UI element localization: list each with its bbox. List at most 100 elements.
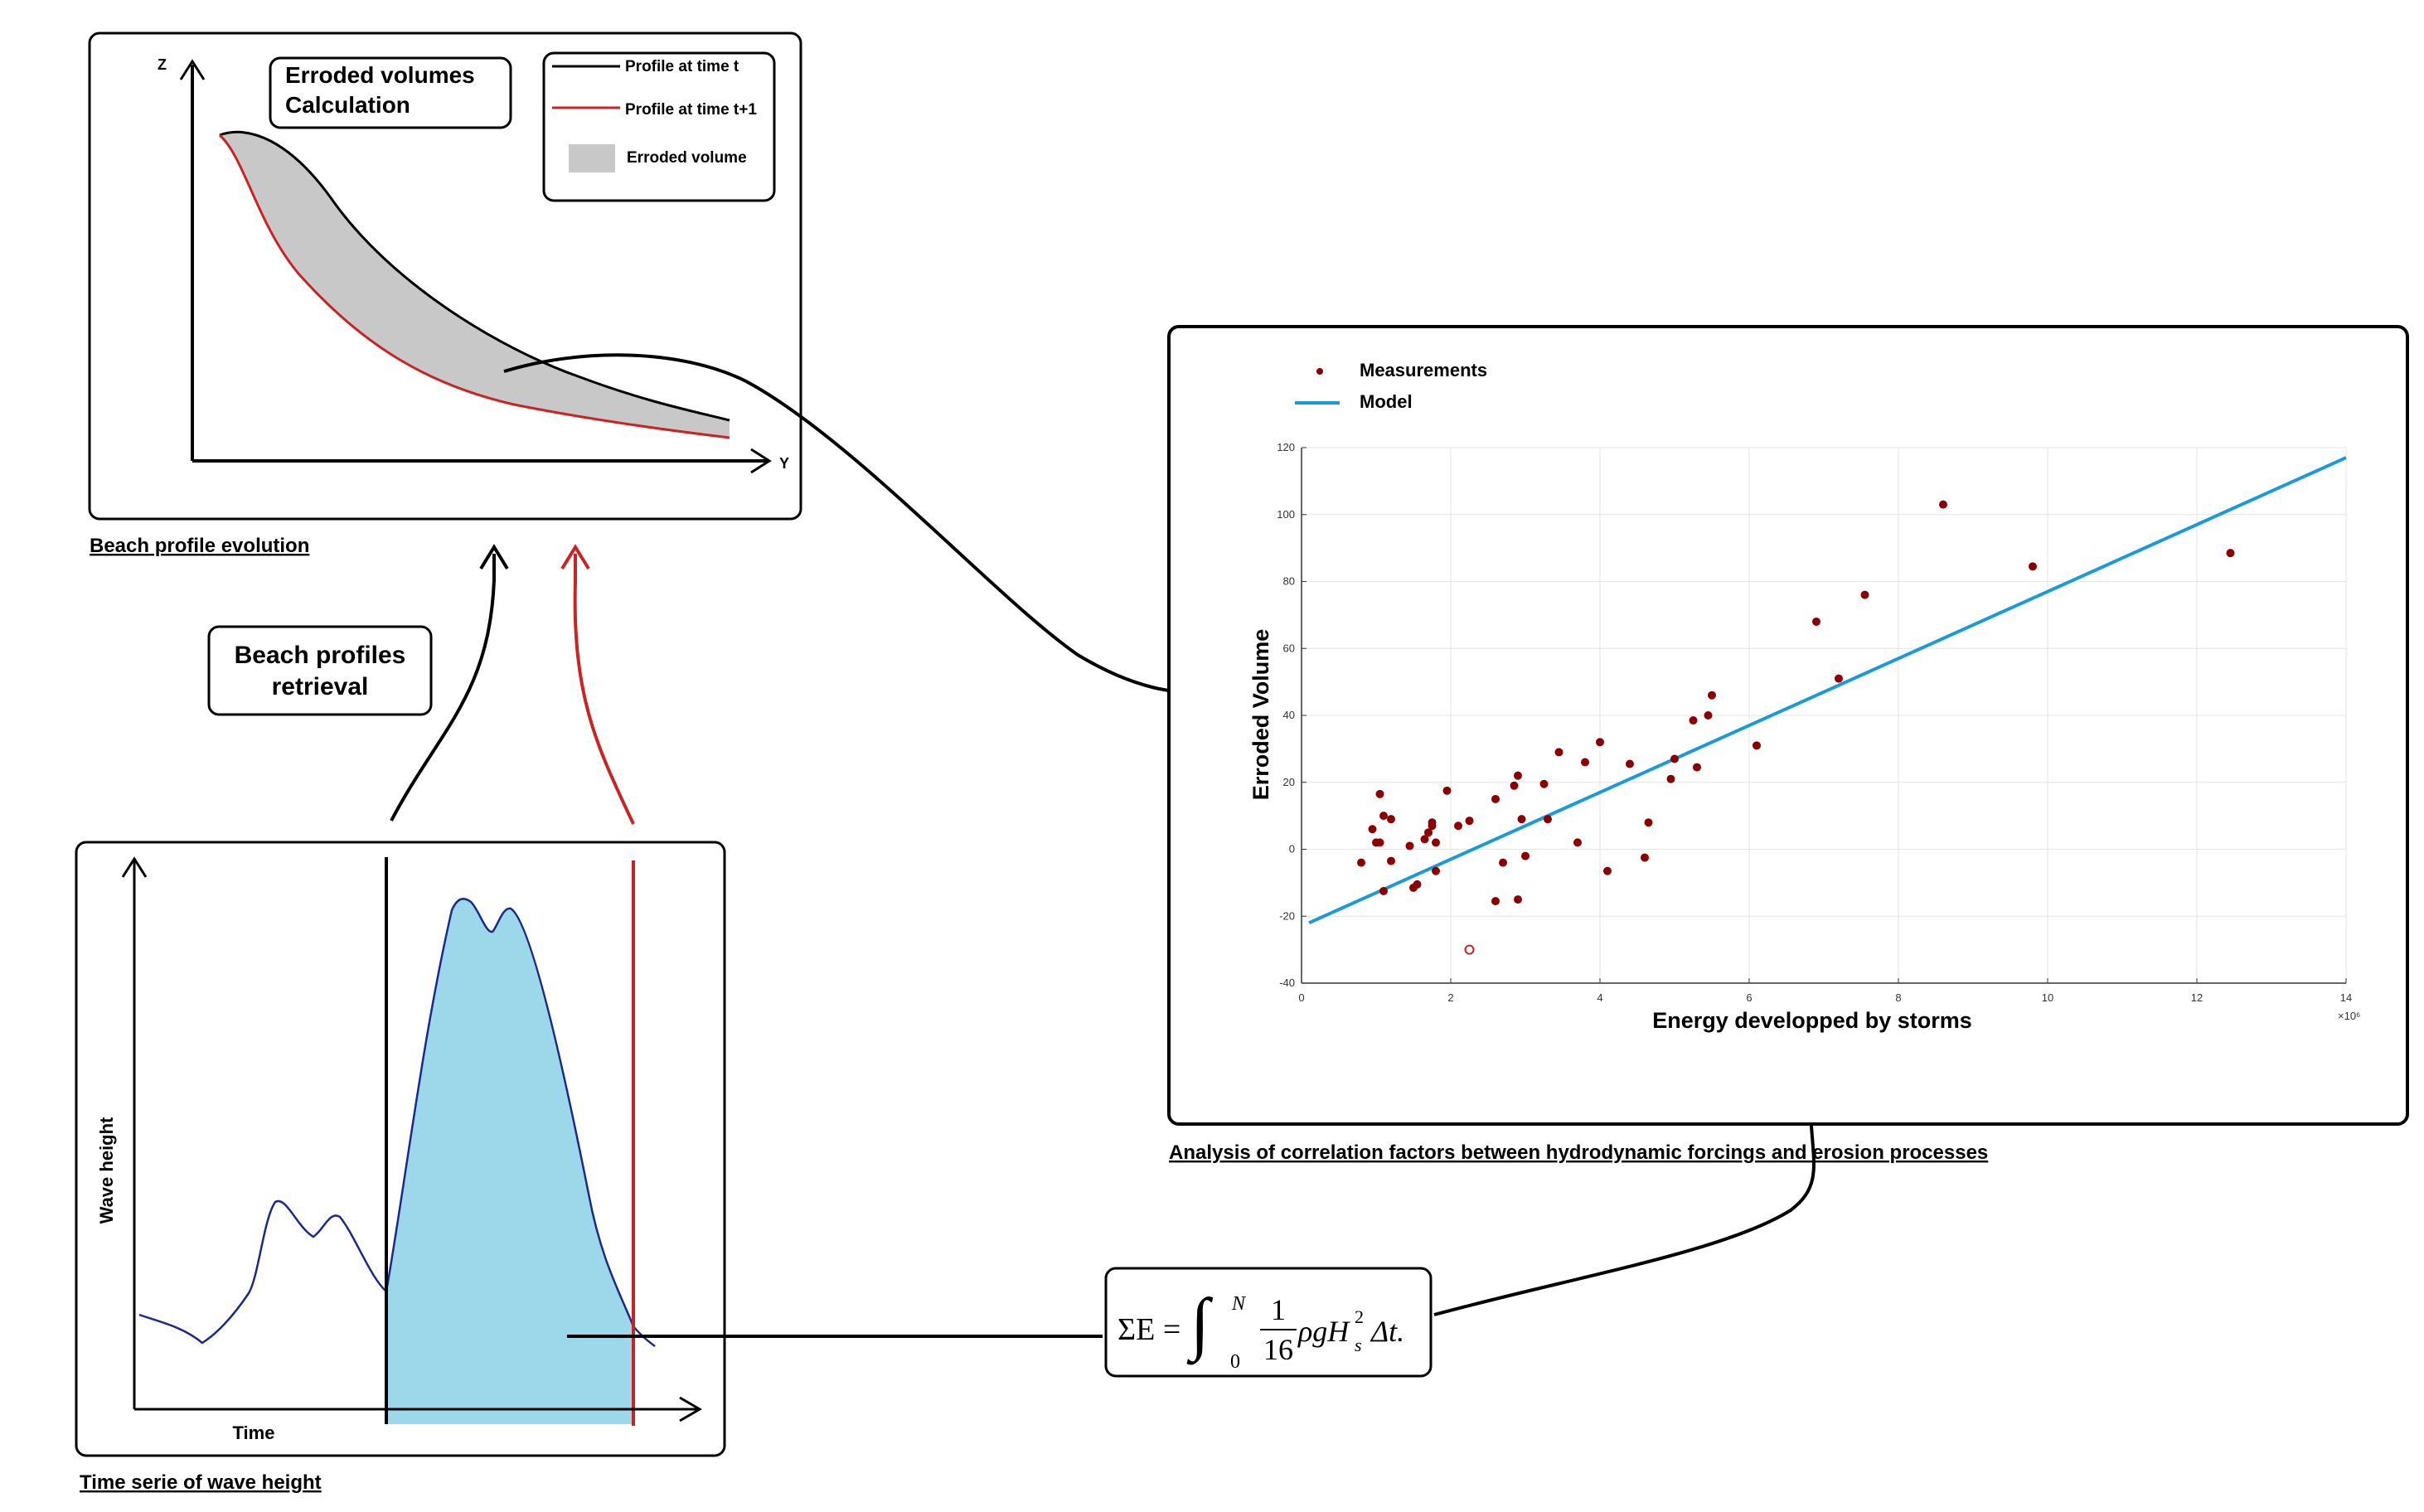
wave-panel-caption: Time serie of wave height xyxy=(80,1471,322,1494)
measurement-point xyxy=(1641,853,1649,862)
formula-to-analysis-arrow xyxy=(1433,1064,1816,1316)
y-tick-label: 120 xyxy=(1277,441,1295,453)
integral-sign-icon: ∫ xyxy=(1186,1285,1214,1365)
x-tick-label: 4 xyxy=(1597,991,1602,1004)
wave-xlabel: Time xyxy=(233,1422,275,1443)
measurement-point xyxy=(1499,858,1507,867)
x-tick-label: 10 xyxy=(2042,991,2053,1004)
y-tick-label: 100 xyxy=(1277,508,1295,521)
wave-height-series xyxy=(138,898,656,1347)
y-tick-label: 40 xyxy=(1283,709,1295,721)
measurement-point xyxy=(1544,815,1552,824)
measurement-point xyxy=(1514,895,1522,904)
measurement-point xyxy=(1753,741,1761,750)
formula-lower-limit: 0 xyxy=(1230,1351,1240,1373)
x-tick-labels: 0 2 4 6 8 10 12 14 xyxy=(1298,991,2352,1004)
wave-y-arrowhead-icon xyxy=(121,856,148,878)
measurement-point xyxy=(1603,866,1612,875)
eroded-title-line2: Calculation xyxy=(285,92,410,118)
z-axis-label: Z xyxy=(158,56,167,73)
retrieval-line1: Beach profiles xyxy=(235,642,406,669)
retrieval-box xyxy=(207,625,433,716)
measurement-point xyxy=(1510,781,1519,790)
y-axis-label: Y xyxy=(779,455,789,472)
outlier-open-circle xyxy=(1464,944,1475,955)
x-tick-label: 2 xyxy=(1447,991,1453,1004)
measurement-point xyxy=(1368,825,1377,834)
y-tick-label: -40 xyxy=(1279,976,1295,989)
measurement-point xyxy=(1517,815,1526,824)
measurement-point xyxy=(1693,763,1701,772)
red-arrowhead-icon xyxy=(560,544,590,570)
black-retrieval-arrow xyxy=(390,554,496,821)
profile-t1-curve xyxy=(218,133,730,439)
profile-t-curve xyxy=(219,130,730,422)
measurement-point xyxy=(1387,815,1395,824)
x-multiplier-label: ×10⁶ xyxy=(2338,1010,2360,1022)
legend-eroded-label: Erroded volume xyxy=(627,149,747,167)
measurement-point xyxy=(1387,856,1395,865)
measurement-point xyxy=(1465,817,1474,826)
measurement-point xyxy=(1704,711,1713,720)
legend-eroded-swatch xyxy=(569,144,615,172)
measurement-point xyxy=(1491,794,1500,803)
measurement-point xyxy=(1442,786,1452,795)
formula-box xyxy=(1104,1267,1433,1378)
measurement-point xyxy=(1812,617,1820,626)
formula-numerator: 1 xyxy=(1271,1293,1286,1326)
legend-model-label: Model xyxy=(1360,391,1413,412)
y-axis-arrowhead-icon xyxy=(750,448,772,474)
formula-lhs: ΣE = xyxy=(1117,1312,1180,1347)
measurement-point xyxy=(1939,500,1947,509)
formula-integrand: ρgH xyxy=(1297,1315,1350,1348)
model-series xyxy=(1308,456,2347,925)
measurement-point xyxy=(1454,821,1462,831)
measurement-point xyxy=(1514,771,1522,780)
measurement-point xyxy=(1491,897,1500,906)
measurement-point xyxy=(1666,774,1675,783)
measurement-point xyxy=(1379,812,1388,821)
red-retrieval-arrow xyxy=(573,554,635,825)
measurement-point xyxy=(1835,674,1843,683)
formula-tail: Δt. xyxy=(1370,1315,1404,1348)
beach-profile-panel: Z Y Erroded volumes Calculation Profile … xyxy=(88,32,802,521)
measurement-point xyxy=(1357,858,1365,867)
formula-upper-limit: N xyxy=(1231,1293,1247,1315)
legend-measurements-label: Measurements xyxy=(1360,360,1487,380)
plot-axes xyxy=(1301,447,2347,984)
plot-grid xyxy=(1301,447,2347,984)
measurement-point xyxy=(1689,716,1698,725)
scatter-ylabel: Erroded Volume xyxy=(1248,629,1273,801)
storm-energy-fill xyxy=(386,899,633,1424)
measurement-point xyxy=(1379,886,1388,895)
measurement-point xyxy=(1626,759,1634,768)
analysis-caption: Analysis of correlation factors between … xyxy=(1169,1141,1988,1164)
eroded-title-box xyxy=(269,56,512,129)
x-tick-label: 14 xyxy=(2340,991,2352,1004)
eroded-volume-area xyxy=(220,132,730,438)
measurement-point xyxy=(1581,758,1589,767)
measurement-point xyxy=(1424,828,1433,837)
y-tick-label: 0 xyxy=(1289,843,1295,855)
beach-to-scatter-arrow xyxy=(503,353,1214,695)
eroded-title-line1: Erroded volumes xyxy=(285,62,475,88)
scatter-xlabel: Energy developped by storms xyxy=(1652,1008,1972,1033)
measurement-point xyxy=(1573,838,1582,847)
plot-annotations xyxy=(1464,944,1475,955)
formula-subscript: s xyxy=(1355,1335,1362,1355)
measurement-point xyxy=(2226,549,2235,558)
measurement-point xyxy=(1596,738,1604,747)
y-tick-label: 60 xyxy=(1283,642,1295,654)
x-tick-label: 12 xyxy=(2191,991,2203,1004)
y-tick-label: 20 xyxy=(1283,776,1295,788)
y-tick-label: 80 xyxy=(1283,575,1295,588)
y-tick-labels: -40 -20 0 20 40 60 80 100 120 xyxy=(1277,441,1295,989)
measurement-point xyxy=(1670,754,1679,763)
analysis-panel-frame xyxy=(1167,325,2409,1126)
measurement-point xyxy=(2029,562,2037,571)
beach-panel-caption: Beach profile evolution xyxy=(90,535,309,557)
formula-denominator: 16 xyxy=(1263,1333,1293,1366)
x-tick-label: 6 xyxy=(1746,991,1752,1004)
energy-formula: ΣE = ∫ N 0 1 16 ρgH 2 s Δt. xyxy=(1104,1267,1433,1378)
